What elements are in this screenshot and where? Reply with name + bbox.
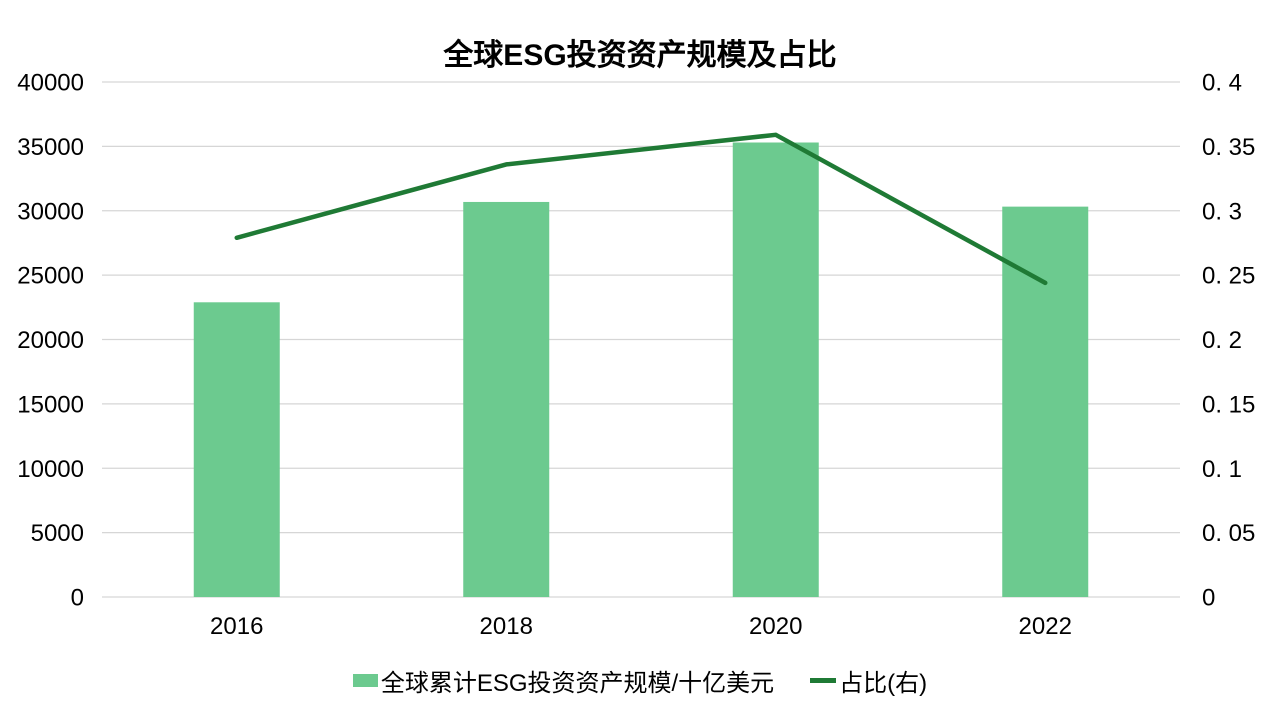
legend-item-bar-series: 全球累计ESG投资资产规模/十亿美元 bbox=[352, 663, 775, 698]
left-axis-tick: 30000 bbox=[17, 198, 84, 225]
legend-item-line-series: 占比(右) bbox=[810, 663, 927, 698]
line-series-label: 占比(右) bbox=[839, 670, 928, 697]
right-axis-tick: 0. 35 bbox=[1202, 134, 1255, 161]
left-axis-tick: 0 bbox=[71, 585, 84, 612]
bar-2020 bbox=[732, 142, 819, 597]
bar-2018 bbox=[463, 201, 550, 598]
line-series-swatch-icon bbox=[810, 678, 837, 683]
legend: 全球累计ESG投资资产规模/十亿美元 占比(右) bbox=[0, 663, 1280, 698]
x-axis-tick-2022: 2022 bbox=[1019, 613, 1072, 640]
left-axis-tick: 25000 bbox=[17, 263, 84, 290]
bar-2016 bbox=[193, 302, 280, 597]
chart-title: 全球ESG投资资产规模及占比 bbox=[443, 39, 837, 72]
right-axis-tick: 0. 15 bbox=[1202, 391, 1255, 418]
left-axis-tick: 15000 bbox=[17, 391, 84, 418]
right-axis-tick: 0. 2 bbox=[1202, 327, 1242, 354]
right-axis-tick: 0. 3 bbox=[1202, 198, 1242, 225]
left-axis-tick: 5000 bbox=[31, 520, 84, 547]
left-axis-tick: 20000 bbox=[17, 327, 84, 354]
bar-series-swatch-icon bbox=[352, 674, 378, 687]
bar-2022 bbox=[1002, 206, 1089, 597]
x-axis-tick-2020: 2020 bbox=[749, 613, 802, 640]
left-axis-tick: 35000 bbox=[17, 134, 84, 161]
x-axis-tick-2016: 2016 bbox=[210, 613, 263, 640]
right-axis-tick: 0. 1 bbox=[1202, 456, 1242, 483]
right-axis-tick: 0. 4 bbox=[1202, 70, 1242, 97]
ratio-line bbox=[234, 132, 1048, 286]
bar-series-label: 全球累计ESG投资资产规模/十亿美元 bbox=[380, 670, 775, 697]
left-axis-tick: 40000 bbox=[17, 70, 84, 97]
x-axis-tick-2018: 2018 bbox=[480, 613, 533, 640]
right-axis-tick: 0 bbox=[1202, 585, 1215, 612]
right-axis-tick: 0. 25 bbox=[1202, 263, 1255, 290]
left-axis-tick: 10000 bbox=[17, 456, 84, 483]
right-axis-tick: 0. 05 bbox=[1202, 520, 1255, 547]
